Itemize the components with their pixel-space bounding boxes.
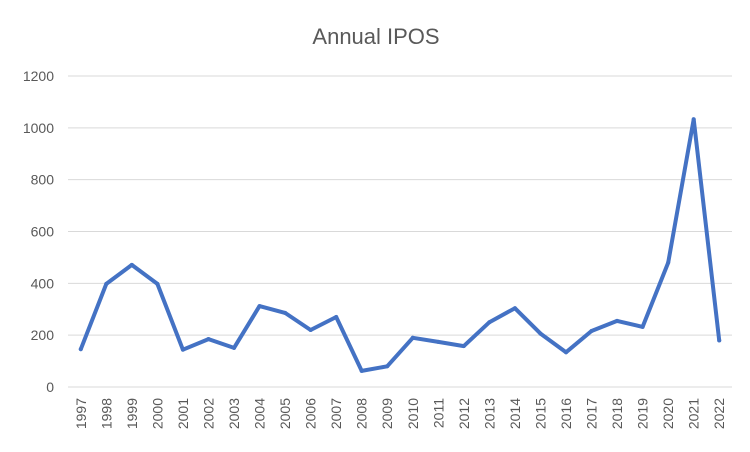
x-tick-label: 2003 [226,398,242,429]
y-tick-label: 1000 [23,120,54,136]
data-point [257,304,262,309]
y-tick-label: 400 [31,275,55,291]
y-tick-label: 200 [31,327,55,343]
data-point [283,310,288,315]
y-tick-label: 600 [31,224,55,240]
x-tick-label: 2017 [584,398,600,429]
x-tick-label: 2010 [405,398,421,429]
data-point [129,262,134,267]
x-tick-label: 2008 [354,398,370,429]
x-tick-label: 2014 [507,398,523,429]
chart-title: Annual IPOS [312,24,439,49]
x-tick-label: 2006 [303,398,319,429]
x-tick-label: 2002 [200,398,216,429]
y-tick-label: 1200 [23,68,54,84]
x-tick-label: 2000 [149,398,165,429]
x-tick-label: 1998 [98,398,114,429]
data-point [308,327,313,332]
data-point [589,329,594,334]
data-point [512,306,517,311]
x-axis-ticks: 1997 1998 1999 2000 2001 2002 2003 2004 2005 2006… [73,398,727,429]
data-point [615,318,620,323]
x-tick-label: 2013 [481,398,497,429]
x-tick-label: 2016 [558,398,574,429]
y-tick-label: 0 [46,379,54,395]
x-tick-label: 2019 [635,398,651,429]
series-line [78,117,722,373]
y-tick-label: 800 [31,172,55,188]
x-tick-label: 2007 [328,398,344,429]
data-point [461,344,466,349]
data-point [717,338,722,343]
y-axis-ticks: 0 200 400 600 800 1000 1200 [23,68,54,395]
data-point [155,281,160,286]
x-tick-label: 2009 [379,398,395,429]
x-tick-label: 2022 [711,398,727,429]
x-tick-label: 2005 [277,398,293,429]
series-layer [78,117,722,373]
data-point [78,347,83,352]
data-point [538,331,543,336]
x-tick-label: 2020 [660,398,676,429]
data-point [104,281,109,286]
x-tick-label: 2018 [609,398,625,429]
x-tick-label: 2015 [532,398,548,429]
x-tick-label: 1999 [124,398,140,429]
data-point [487,320,492,325]
x-tick-label: 1997 [73,398,89,429]
x-tick-label: 2011 [430,398,446,428]
data-point [640,324,645,329]
data-point [334,315,339,320]
x-tick-label: 2004 [252,398,268,429]
data-point [666,260,671,265]
data-point [385,364,390,369]
data-point [410,335,415,340]
data-point [359,368,364,373]
data-point [180,347,185,352]
data-point [564,350,568,355]
data-point [232,345,236,350]
data-point [206,337,211,342]
data-point [691,117,696,122]
x-tick-label: 2001 [175,398,191,429]
data-point [436,339,441,344]
x-tick-label: 2012 [456,398,472,429]
x-tick-label: 2021 [686,398,702,429]
gridlines [68,75,732,388]
